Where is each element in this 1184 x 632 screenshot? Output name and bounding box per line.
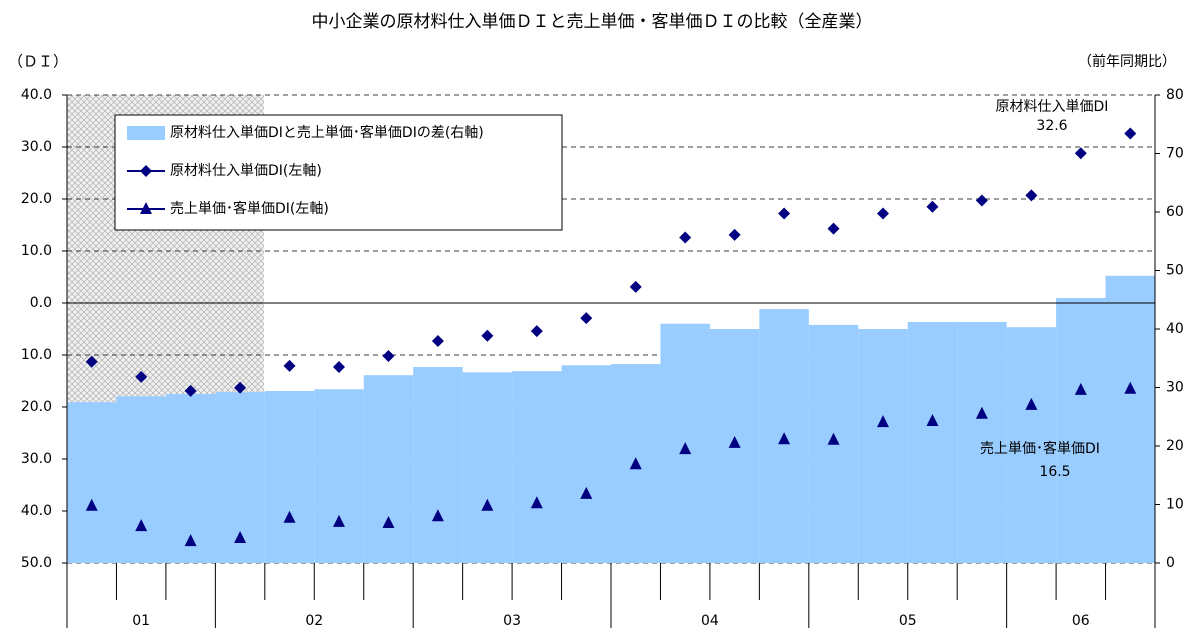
y-tick-label: 30.0 <box>21 451 52 467</box>
marker <box>85 355 98 368</box>
marker <box>1074 147 1087 160</box>
y-tick-label: 10.0 <box>21 347 52 363</box>
x-tick-label: 02 <box>305 613 323 628</box>
y-tick-label: 50.0 <box>21 555 52 571</box>
annotation-label: 原材料仕入単価DI <box>996 99 1109 115</box>
marker <box>431 334 444 347</box>
y2-tick-label: 10 <box>1166 497 1184 513</box>
marker <box>679 231 692 244</box>
marker <box>135 370 148 383</box>
marker <box>580 486 593 499</box>
marker <box>530 325 543 338</box>
marker <box>283 359 296 372</box>
y2-tick-label: 40 <box>1166 321 1184 337</box>
y-tick-label: 0.0 <box>30 295 52 311</box>
x-tick-label: 04 <box>701 613 719 628</box>
marker <box>431 509 444 522</box>
bar <box>561 365 611 563</box>
annotation-value: 32.6 <box>1036 118 1067 134</box>
y-tick-label: 20.0 <box>21 399 52 415</box>
bar <box>512 371 562 563</box>
marker <box>877 415 889 428</box>
bar <box>462 372 513 563</box>
legend-label: 売上単価･客単価DI(左軸) <box>170 200 329 217</box>
y-tick-label: 20.0 <box>21 191 52 207</box>
marker <box>481 498 494 511</box>
marker <box>85 498 98 511</box>
annotation-label: 売上単価･客単価DI <box>980 440 1100 457</box>
legend-box <box>114 114 563 231</box>
marker <box>827 222 840 235</box>
bar <box>957 321 1007 563</box>
legend-label: 原材料仕入単価DIと売上単価･客単価DIの差(右軸) <box>170 124 484 141</box>
marker <box>728 228 741 241</box>
bar <box>314 389 364 563</box>
legend-label: 原材料仕入単価DI(左軸) <box>170 163 322 179</box>
marker <box>1124 381 1137 394</box>
y-tick-label: 10.0 <box>21 243 52 259</box>
y2-tick-label: 80 <box>1166 87 1184 103</box>
bar <box>1105 275 1155 563</box>
marker <box>629 457 642 470</box>
marker <box>283 510 296 523</box>
bar <box>858 329 908 563</box>
marker <box>580 312 593 325</box>
y2-tick-label: 30 <box>1166 380 1184 396</box>
marker <box>629 280 642 293</box>
y-axis-label: （ＤＩ） <box>8 53 68 71</box>
legend-swatch <box>127 126 165 140</box>
x-tick-label: 05 <box>899 613 917 628</box>
bar <box>907 321 958 563</box>
bar <box>67 402 117 563</box>
marker <box>1074 382 1087 395</box>
y2-tick-label: 0 <box>1166 555 1175 571</box>
bar <box>363 375 414 563</box>
y2-tick-label: 60 <box>1166 204 1184 220</box>
marker <box>481 329 494 342</box>
marker <box>728 435 741 448</box>
marker <box>926 414 939 427</box>
marker <box>877 207 889 220</box>
marker <box>926 200 939 213</box>
legend-marker <box>140 165 152 177</box>
bar <box>1006 327 1057 563</box>
marker <box>679 442 692 455</box>
x-tick-label: 01 <box>132 613 150 628</box>
marker <box>1124 127 1137 140</box>
marker <box>975 194 988 207</box>
chart-title: 中小企業の原材料仕入単価ＤＩと売上単価・客単価ＤＩの比較（全産業） <box>312 12 873 32</box>
bar <box>1056 297 1106 563</box>
annotation-value: 16.5 <box>1039 464 1070 480</box>
bar <box>116 396 166 563</box>
y2-tick-label: 50 <box>1166 263 1184 279</box>
marker <box>184 384 197 397</box>
marker <box>1025 189 1038 202</box>
marker <box>382 350 395 363</box>
marker <box>333 514 345 527</box>
marker <box>827 432 840 445</box>
marker <box>530 496 543 509</box>
marker <box>234 381 247 394</box>
marker <box>778 207 791 220</box>
bar <box>264 391 315 563</box>
marker <box>975 406 988 419</box>
y2-tick-label: 20 <box>1166 438 1184 454</box>
y2-tick-label: 70 <box>1166 146 1184 162</box>
x-tick-label: 03 <box>503 613 521 628</box>
y-tick-label: 30.0 <box>21 139 52 155</box>
y2-axis-label: （前年同期比） <box>1078 53 1176 70</box>
marker <box>1025 397 1038 410</box>
legend-marker <box>140 202 152 214</box>
marker <box>135 519 148 532</box>
marker <box>333 360 345 373</box>
marker <box>184 534 197 547</box>
y-tick-label: 40.0 <box>21 87 52 103</box>
y-tick-label: 40.0 <box>21 503 52 519</box>
x-tick-label: 06 <box>1072 613 1090 628</box>
marker <box>382 515 395 528</box>
marker <box>778 432 791 445</box>
bar <box>413 367 463 563</box>
marker <box>234 531 247 544</box>
